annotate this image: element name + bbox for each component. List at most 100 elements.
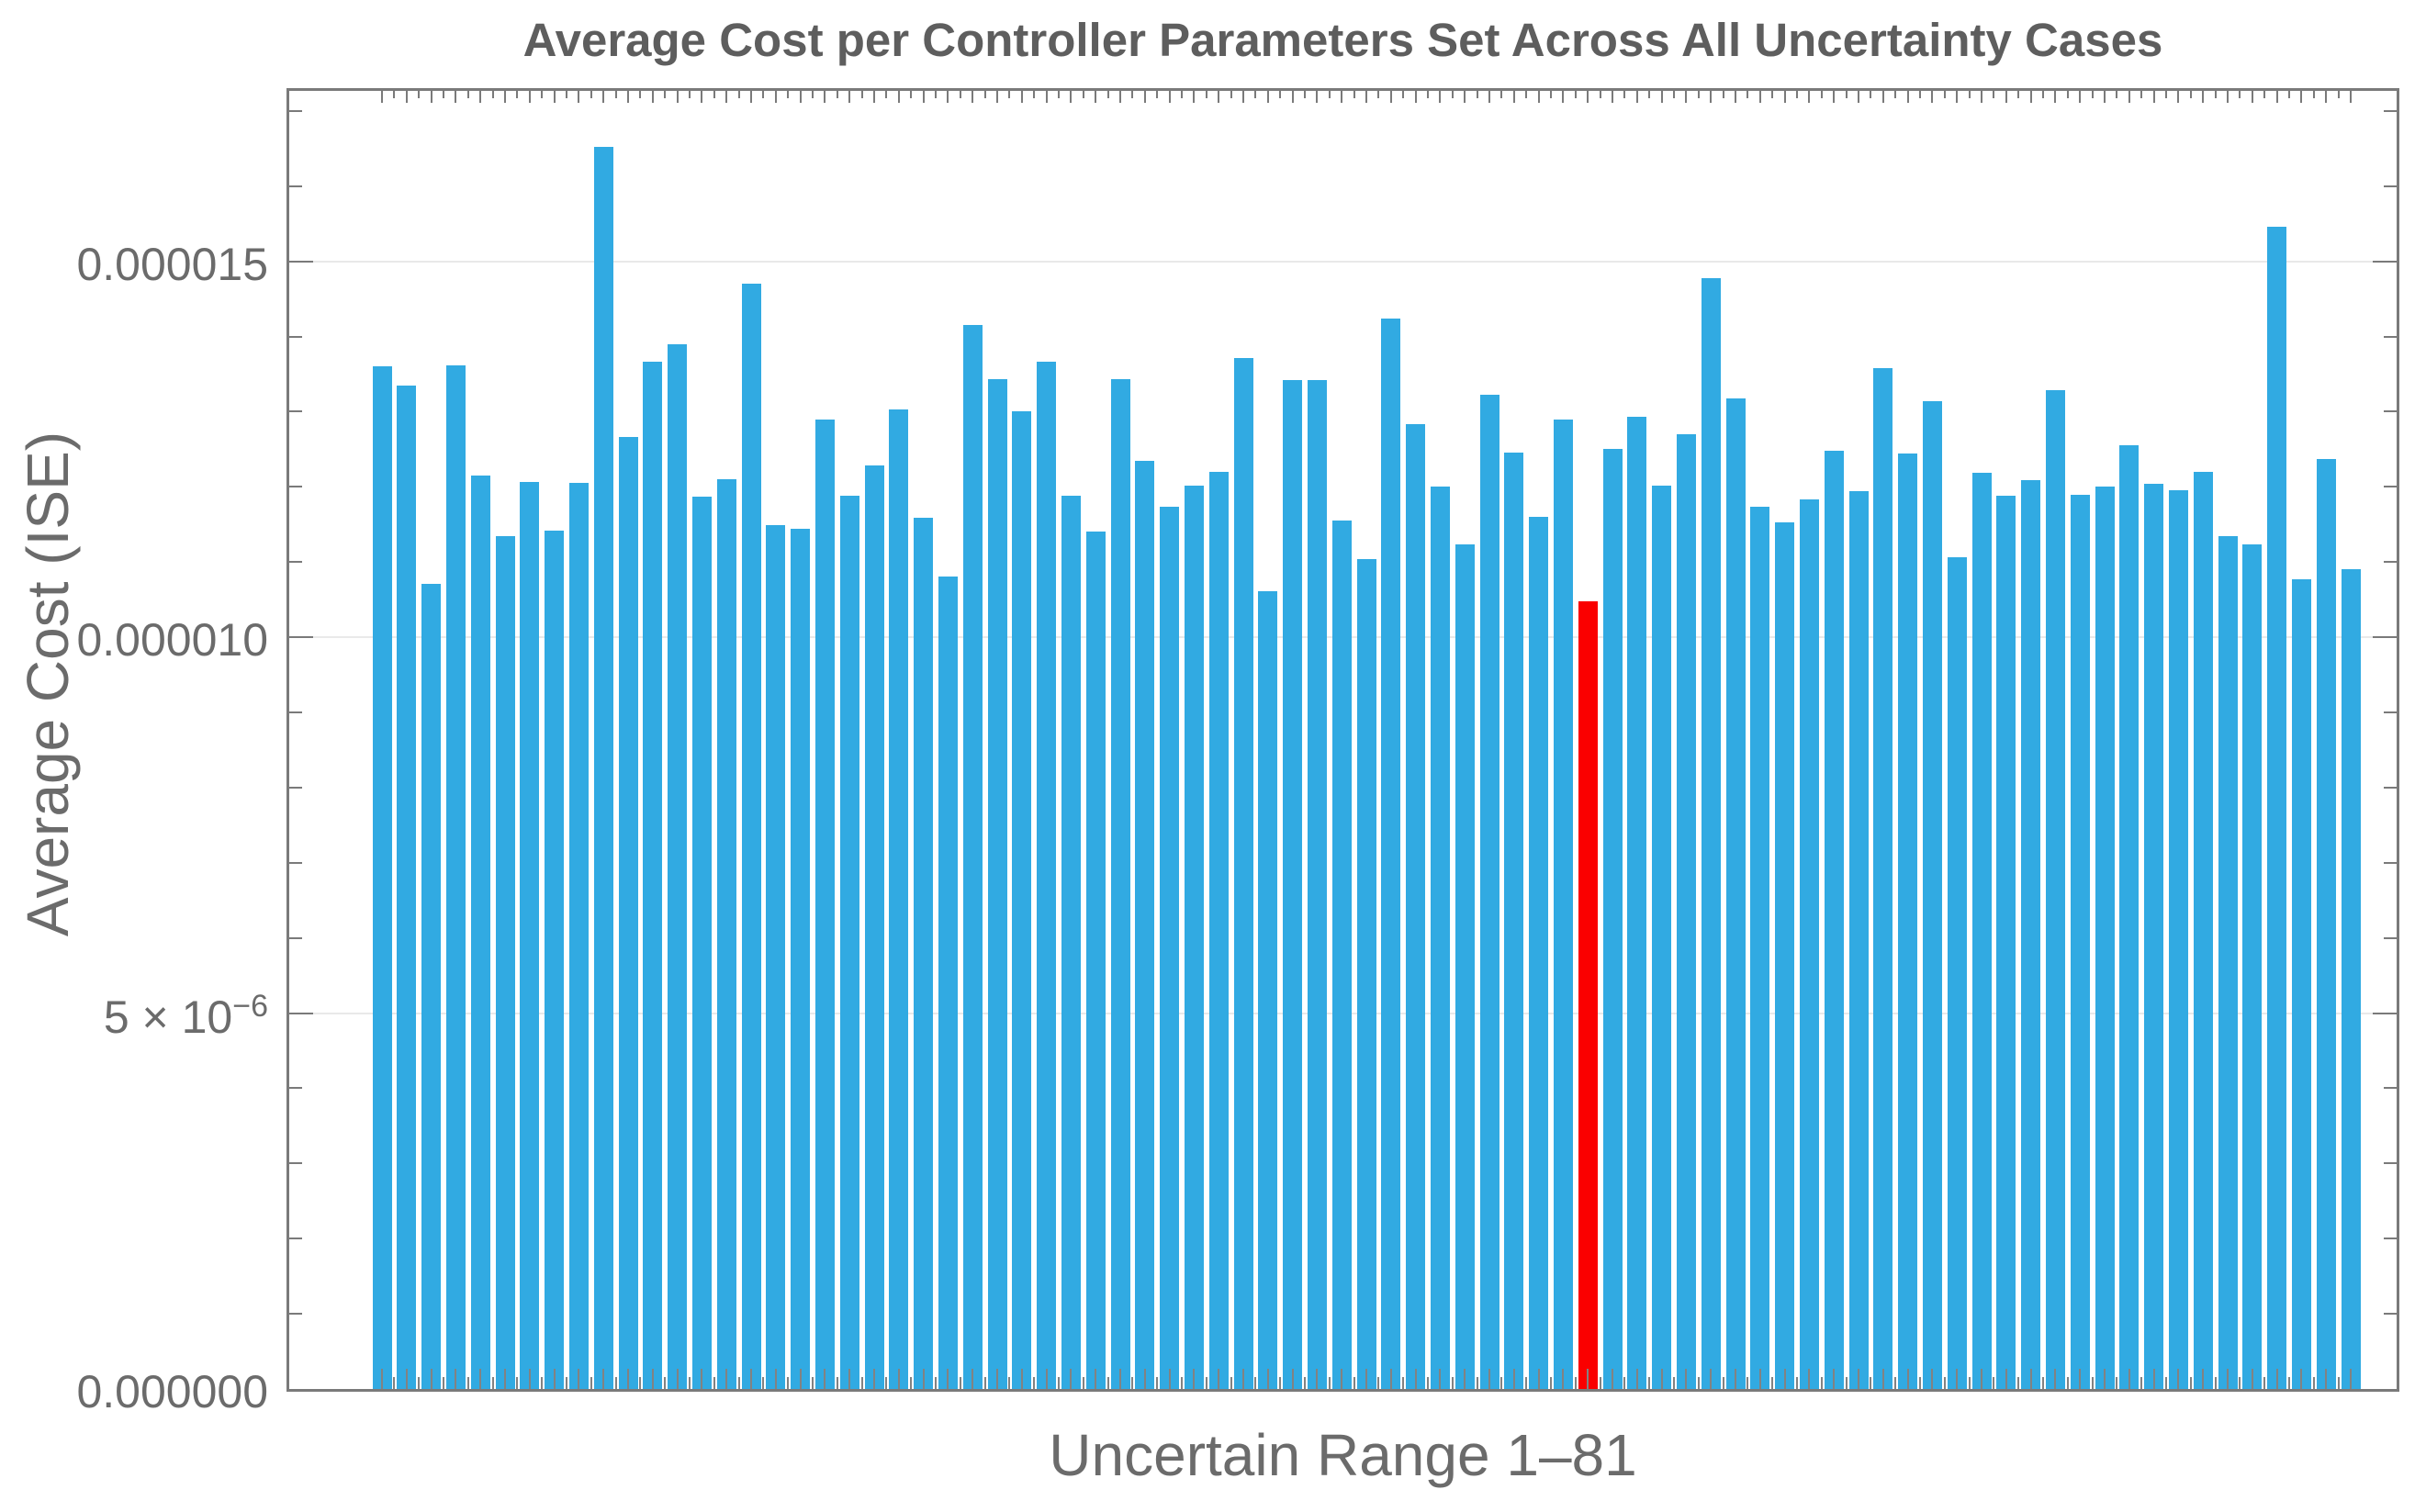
x-axis-tick-top bbox=[639, 91, 642, 98]
x-axis-tick bbox=[1328, 1377, 1331, 1389]
y-tick-label: 0.000015 bbox=[76, 238, 268, 290]
x-axis-tick bbox=[1291, 1369, 1294, 1389]
x-axis-tick bbox=[1106, 1377, 1109, 1389]
x-axis-tick-top bbox=[1389, 91, 1392, 103]
x-axis-tick bbox=[1623, 1377, 1626, 1389]
x-axis-tick bbox=[1648, 1377, 1651, 1389]
x-axis-tick bbox=[2251, 1369, 2253, 1389]
x-axis-tick-top bbox=[455, 91, 457, 103]
x-axis-tick bbox=[2165, 1377, 2167, 1389]
x-axis-tick bbox=[1476, 1377, 1478, 1389]
x-axis-tick bbox=[1881, 1369, 1884, 1389]
bar bbox=[1775, 521, 1795, 1389]
bar bbox=[1085, 532, 1106, 1389]
bar bbox=[864, 465, 884, 1389]
y-axis-tick bbox=[289, 1012, 313, 1014]
x-axis-tick-top bbox=[1045, 91, 1048, 103]
x-axis-tick-top bbox=[1353, 91, 1355, 98]
x-axis-tick-top bbox=[1512, 91, 1515, 103]
x-axis-tick-top bbox=[1537, 91, 1540, 103]
x-axis-tick-top bbox=[2312, 91, 2315, 98]
y-axis-tick bbox=[2384, 1238, 2397, 1240]
x-axis-tick-top bbox=[466, 91, 469, 98]
x-axis-tick bbox=[1341, 1369, 1343, 1389]
x-axis-tick-top bbox=[2017, 91, 2020, 98]
x-axis-tick bbox=[2189, 1377, 2192, 1389]
x-axis-tick bbox=[430, 1369, 432, 1389]
x-axis-tick-top bbox=[1168, 91, 1171, 103]
x-axis-tick bbox=[1254, 1377, 1257, 1389]
x-axis-tick-top bbox=[2140, 91, 2143, 98]
x-axis-tick-top bbox=[2091, 91, 2094, 98]
y-axis-tick bbox=[2384, 486, 2397, 488]
x-axis-tick-top bbox=[1894, 91, 1897, 98]
x-axis-tick bbox=[443, 1377, 444, 1389]
x-axis-tick bbox=[418, 1377, 421, 1389]
x-axis-tick bbox=[1119, 1369, 1121, 1389]
x-axis-tick-top bbox=[1808, 91, 1811, 103]
bar bbox=[1160, 506, 1180, 1389]
x-axis-tick-top bbox=[1722, 91, 1724, 98]
x-axis-tick-top bbox=[2165, 91, 2167, 98]
x-axis-tick bbox=[2214, 1377, 2217, 1389]
x-axis-tick bbox=[1858, 1369, 1859, 1389]
bar bbox=[1258, 591, 1278, 1389]
y-axis-tick bbox=[2373, 260, 2397, 263]
bar bbox=[1504, 453, 1524, 1389]
x-axis-tick-top bbox=[2104, 91, 2106, 103]
x-axis-tick-top bbox=[2288, 91, 2290, 98]
x-axis-tick-top bbox=[1956, 91, 1959, 103]
x-axis-tick bbox=[602, 1369, 605, 1389]
x-axis-tick-top bbox=[2227, 91, 2229, 103]
bar bbox=[716, 479, 736, 1389]
x-axis-tick bbox=[737, 1377, 740, 1389]
y-axis-tick bbox=[289, 109, 302, 112]
x-axis-tick bbox=[528, 1369, 531, 1389]
x-axis-tick-top bbox=[1783, 91, 1786, 103]
x-axis-tick bbox=[2116, 1377, 2118, 1389]
x-axis-tick bbox=[1833, 1369, 1836, 1389]
y-axis-tick bbox=[2373, 636, 2397, 639]
x-axis-tick bbox=[1550, 1377, 1552, 1389]
x-axis-tick-top bbox=[1143, 91, 1146, 103]
x-axis-tick bbox=[1660, 1369, 1663, 1389]
x-axis-tick bbox=[2227, 1369, 2229, 1389]
x-axis-tick-top bbox=[1119, 91, 1121, 103]
x-axis-tick-top bbox=[566, 91, 567, 98]
x-axis-tick-top bbox=[922, 91, 925, 103]
x-axis-tick bbox=[1685, 1369, 1688, 1389]
bar bbox=[2218, 535, 2238, 1389]
x-axis-tick bbox=[972, 1369, 974, 1389]
x-axis-tick-top bbox=[627, 91, 629, 103]
x-axis-tick bbox=[983, 1377, 986, 1389]
x-axis-tick bbox=[1587, 1369, 1589, 1389]
x-axis-tick bbox=[1082, 1377, 1084, 1389]
bar bbox=[1110, 379, 1130, 1389]
x-axis-tick bbox=[1070, 1369, 1073, 1389]
bar bbox=[421, 583, 442, 1389]
x-axis-tick bbox=[627, 1369, 629, 1389]
x-axis-tick-top bbox=[762, 91, 765, 98]
x-axis-tick-top bbox=[1574, 91, 1577, 98]
x-axis-tick-top bbox=[983, 91, 986, 98]
x-axis-tick-top bbox=[1710, 91, 1713, 103]
x-axis-tick bbox=[614, 1377, 617, 1389]
x-axis-tick-top bbox=[1106, 91, 1109, 98]
bar bbox=[962, 325, 983, 1389]
x-axis-tick-top bbox=[614, 91, 617, 98]
bar bbox=[691, 496, 712, 1389]
x-axis-tick bbox=[1377, 1377, 1380, 1389]
x-axis-tick-top bbox=[1906, 91, 1909, 103]
x-axis-tick bbox=[1131, 1377, 1134, 1389]
x-axis-tick bbox=[1956, 1369, 1959, 1389]
x-axis-tick bbox=[1414, 1369, 1417, 1389]
x-axis-tick-top bbox=[1230, 91, 1232, 98]
bar bbox=[1529, 517, 1549, 1389]
y-axis-tick bbox=[2384, 335, 2397, 338]
x-axis-tick-top bbox=[504, 91, 506, 103]
x-axis-tick-top bbox=[1328, 91, 1331, 98]
x-axis-tick-top bbox=[1414, 91, 1417, 103]
x-axis-tick-top bbox=[381, 91, 383, 103]
x-axis-tick-top bbox=[491, 91, 494, 98]
x-axis-tick-top bbox=[2251, 91, 2253, 103]
